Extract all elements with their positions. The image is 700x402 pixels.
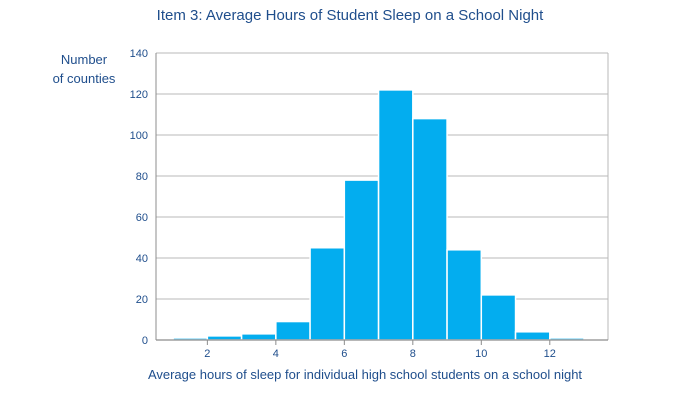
histogram-bar-4 [309,247,346,341]
histogram-bar-10 [514,331,551,341]
y-tick-label-40: 40 [136,253,148,265]
chart-title: Item 3: Average Hours of Student Sleep o… [156,7,544,24]
y-tick-label-60: 60 [136,212,148,224]
histogram-bar-6 [377,89,414,341]
histogram-bar-1 [206,335,243,341]
x-tick-label-2: 2 [204,348,210,360]
x-tick-label-4: 4 [273,348,279,360]
y-axis-label-line-2: of counties [52,71,116,86]
y-tick-label-120: 120 [130,89,148,101]
x-axis-label: Average hours of sleep for individual hi… [147,367,583,382]
y-tick-label-100: 100 [130,130,148,142]
x-tick-label-10: 10 [475,348,487,360]
x-tick-label-8: 8 [410,348,416,360]
y-tick-label-140: 140 [130,48,148,60]
y-tick-label-20: 20 [136,294,148,306]
y-tick-label-0: 0 [142,335,148,347]
histogram-bar-8 [446,249,483,341]
y-axis-label: Number of counties [44,50,124,88]
x-tick-label-12: 12 [544,348,556,360]
histogram-bar-5 [343,179,380,341]
histogram-bar-9 [480,294,517,341]
histogram-bar-3 [275,320,311,341]
x-tick-label-6: 6 [341,348,347,360]
y-axis-label-line-1: Number [60,52,108,67]
histogram-bar-2 [240,333,277,341]
y-tick-label-80: 80 [136,171,148,183]
histogram-bar-7 [412,117,448,341]
